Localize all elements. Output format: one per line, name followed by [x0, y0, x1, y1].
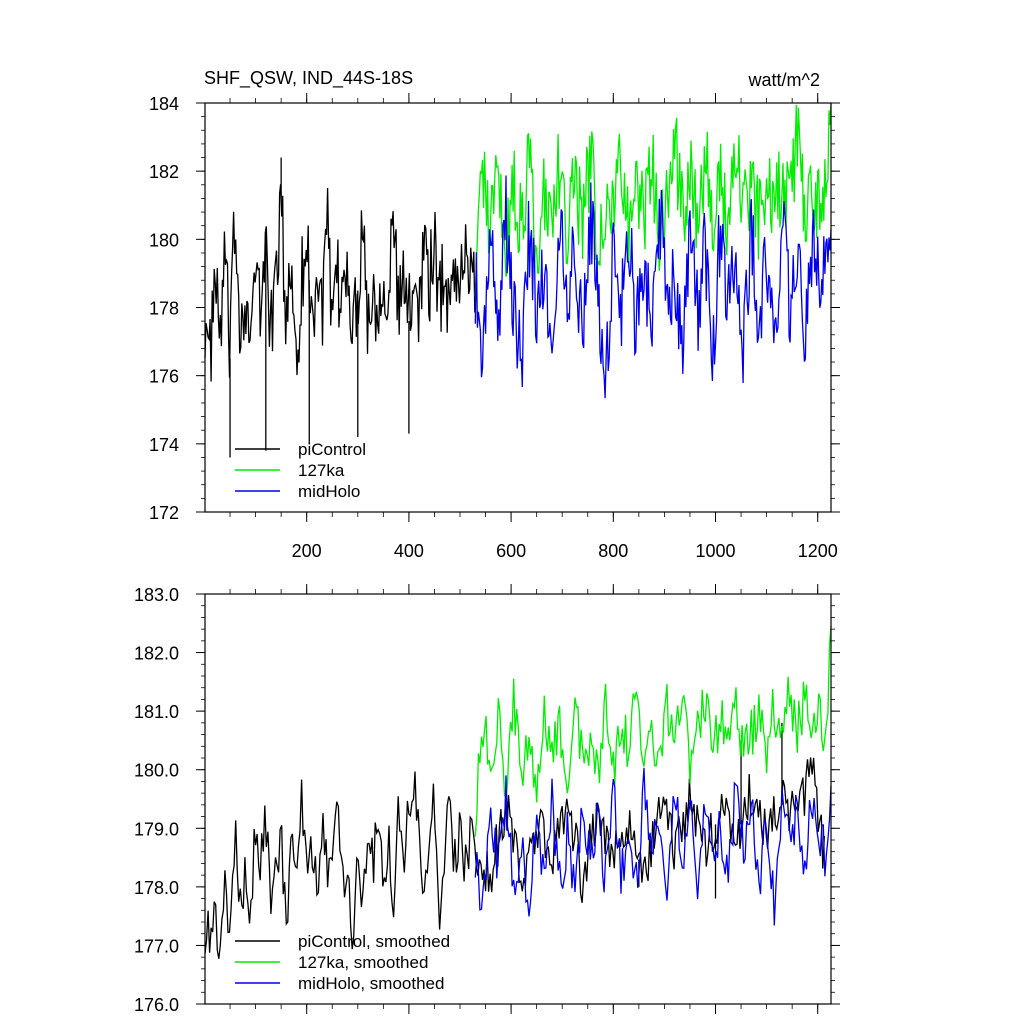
x-tick-label: 600: [496, 541, 526, 561]
x-tick-label: 1000: [695, 541, 735, 561]
series-line-127ka-smoothed: [474, 625, 832, 837]
panel-raw: SHF_QSW, IND_44S-18S watt/m^2 1721741761…: [149, 68, 840, 561]
y-tick-label: 178.0: [134, 878, 179, 898]
legend: piControl 127ka midHolo: [235, 440, 366, 501]
y-tick-label: 184: [149, 94, 179, 114]
x-tick-label: 200: [292, 541, 322, 561]
y-tick-label: 181.0: [134, 702, 179, 722]
y-tick-label: 183.0: [134, 585, 179, 605]
series-layer: [204, 625, 832, 959]
y-tick-label: 182: [149, 162, 179, 182]
x-tick-label: 1200: [798, 541, 838, 561]
plot-frame: [204, 593, 832, 1005]
legend-label: midHolo, smoothed: [298, 974, 444, 993]
legend-label: piControl: [298, 440, 366, 459]
y-tick-label: 172: [149, 503, 179, 523]
panel-smoothed: 176.0 177.0 178.0 179.0 180.0 181.0 182.0 183.0…: [134, 584, 840, 1015]
x-tick-label: 400: [394, 541, 424, 561]
y-tick-label: 174: [149, 435, 179, 455]
series-line-midholo: [474, 175, 832, 399]
y-tick-label: 176.0: [134, 995, 179, 1015]
y-tick-label: 177.0: [134, 936, 179, 956]
axis-layer: 172 174 176 178 180 182 184 200 400 600 800 1000 120…: [149, 93, 840, 561]
series-line-picontrol: [204, 184, 476, 382]
y-tick-label: 176: [149, 367, 179, 387]
legend-label: piControl, smoothed: [298, 932, 450, 951]
y-tick-label: 180.0: [134, 761, 179, 781]
legend-label: midHolo: [298, 482, 360, 501]
y-tick-label: 179.0: [134, 819, 179, 839]
series-layer: [204, 102, 832, 458]
legend: piControl, smoothed 127ka, smoothed midHol…: [235, 932, 450, 993]
y-tick-label: 178: [149, 299, 179, 319]
x-tick-label: 800: [598, 541, 628, 561]
legend-label: 127ka, smoothed: [298, 953, 428, 972]
chart-title: SHF_QSW, IND_44S-18S: [204, 68, 413, 89]
y-tick-label: 180: [149, 230, 179, 250]
units-label: watt/m^2: [748, 70, 820, 90]
legend-label: 127ka: [298, 461, 345, 480]
series-line-midholo-smoothed: [474, 767, 832, 926]
axis-layer: 176.0 177.0 178.0 179.0 180.0 181.0 182.0 183.0: [134, 584, 840, 1015]
y-tick-label: 182.0: [134, 644, 179, 664]
series-line-127ka: [474, 102, 832, 297]
series-line-picontrol-smoothed: [204, 757, 826, 959]
